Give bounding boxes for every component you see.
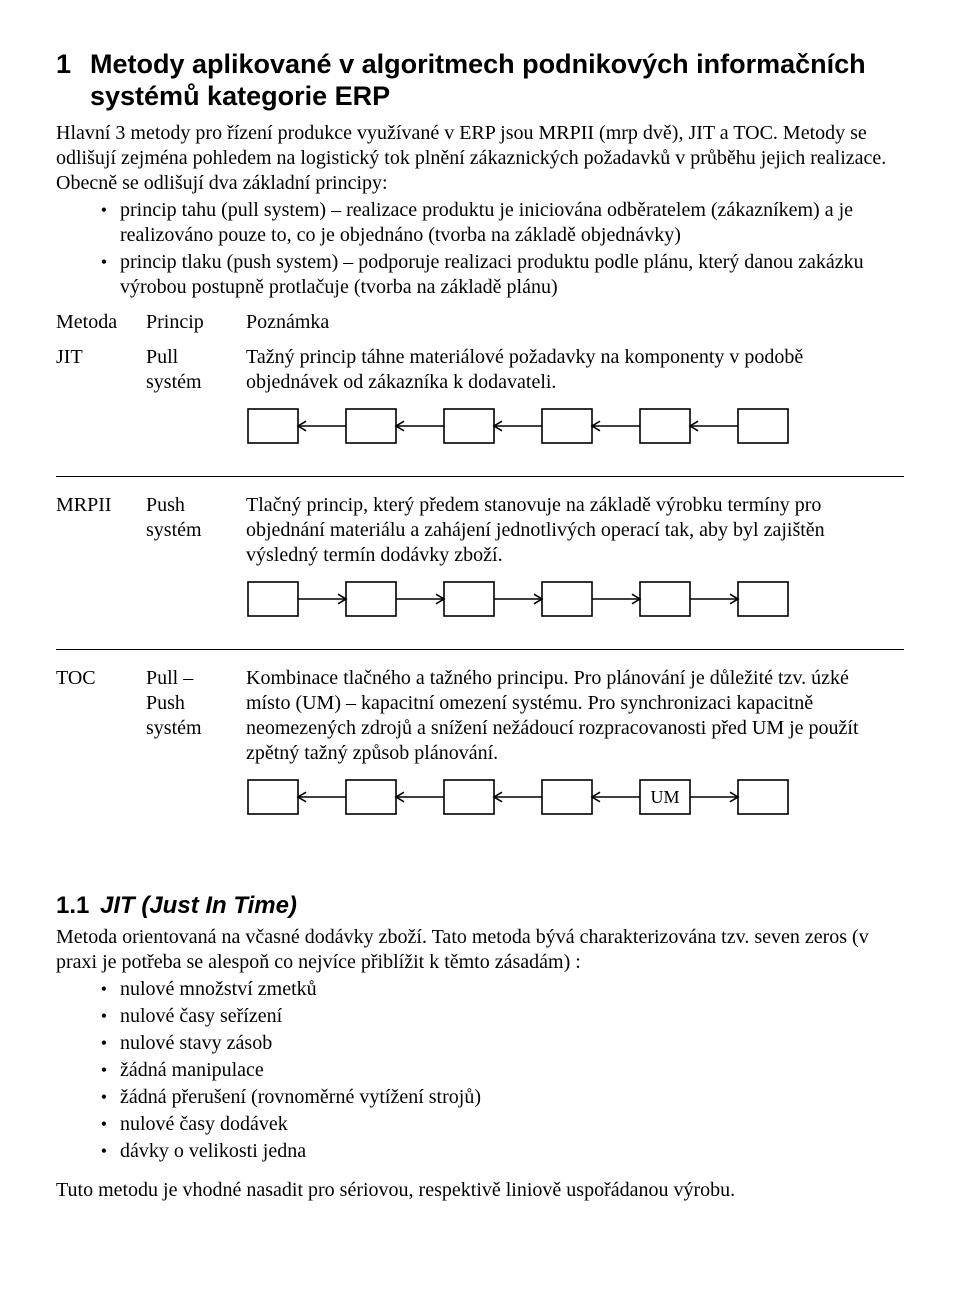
- chain-diagram-svg: [246, 405, 790, 447]
- cell-note: Tažný princip táhne materiálové požadavk…: [246, 339, 904, 477]
- principles-list: princip tahu (pull system) – realizace p…: [56, 198, 904, 300]
- cell-principle: Pull –Pushsystém: [146, 649, 246, 847]
- flow-diagram: UM: [246, 776, 896, 825]
- cell-method: JIT: [56, 339, 146, 477]
- chain-diagram-svg: UM: [246, 776, 790, 818]
- table-row: TOCPull –PushsystémKombinace tlačného a …: [56, 649, 904, 847]
- subsection-intro: Metoda orientovaná na včasné dodávky zbo…: [56, 925, 904, 975]
- list-item: nulové časy seřízení: [116, 1004, 904, 1029]
- section-title-text: Metody aplikované v algoritmech podnikov…: [90, 49, 866, 111]
- cell-method: TOC: [56, 649, 146, 847]
- list-item: nulové množství zmetků: [116, 977, 904, 1002]
- subsection-title-text: JIT (Just In Time): [100, 892, 297, 919]
- seven-zeros-list: nulové množství zmetkůnulové časy seříze…: [56, 977, 904, 1164]
- methods-table: Metoda Princip Poznámka JITPullsystémTaž…: [56, 310, 904, 847]
- cell-principle: Pushsystém: [146, 476, 246, 649]
- table-header-note: Poznámka: [246, 310, 904, 339]
- list-item: princip tahu (pull system) – realizace p…: [116, 198, 904, 248]
- table-header-method: Metoda: [56, 310, 146, 339]
- cell-method: MRPII: [56, 476, 146, 649]
- flow-diagram: [246, 405, 896, 454]
- list-item: princip tlaku (push system) – podporuje …: [116, 250, 904, 300]
- subsection-heading: 1.1JIT (Just In Time): [56, 891, 904, 921]
- list-item: žádná přerušení (rovnoměrné vytížení str…: [116, 1085, 904, 1110]
- table-row: JITPullsystémTažný princip táhne materiá…: [56, 339, 904, 477]
- list-item: dávky o velikosti jedna: [116, 1139, 904, 1164]
- list-item: žádná manipulace: [116, 1058, 904, 1083]
- table-row: MRPIIPushsystémTlačný princip, který pře…: [56, 476, 904, 649]
- section-heading: 1Metody aplikované v algoritmech podniko…: [56, 48, 904, 113]
- cell-principle: Pullsystém: [146, 339, 246, 477]
- section-number: 1: [56, 48, 90, 80]
- cell-note: Tlačný princip, který předem stanovuje n…: [246, 476, 904, 649]
- intro-paragraph: Hlavní 3 metody pro řízení produkce využ…: [56, 121, 904, 196]
- subsection-outro: Tuto metodu je vhodné nasadit pro sériov…: [56, 1178, 904, 1203]
- subsection-number: 1.1: [56, 891, 100, 921]
- table-header-principle: Princip: [146, 310, 246, 339]
- chain-diagram-svg: [246, 578, 790, 620]
- cell-note: Kombinace tlačného a tažného principu. P…: [246, 649, 904, 847]
- flow-diagram: [246, 578, 896, 627]
- list-item: nulové časy dodávek: [116, 1112, 904, 1137]
- svg-text:UM: UM: [650, 787, 679, 807]
- list-item: nulové stavy zásob: [116, 1031, 904, 1056]
